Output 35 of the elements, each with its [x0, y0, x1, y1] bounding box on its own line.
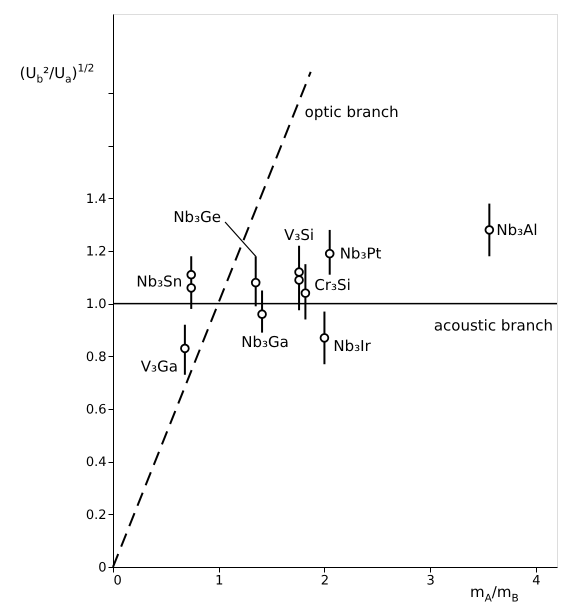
point: [180, 344, 190, 354]
x-tick-label: 1: [215, 574, 224, 588]
x-tick-label: 2: [320, 574, 330, 588]
x-tick-label: 3: [426, 574, 435, 588]
annotation: Nb₃Ir: [333, 336, 372, 355]
point: [250, 278, 260, 288]
x-tick-label: 0: [114, 574, 122, 588]
point: [484, 225, 494, 235]
series-label: optic branch: [304, 102, 399, 121]
y-tick-label: 0.8: [86, 350, 106, 365]
point: [294, 275, 304, 285]
annotation: Nb₃Sn: [136, 272, 182, 290]
point: [320, 333, 330, 343]
y-tick-label: 0.2: [86, 508, 106, 523]
point: [186, 270, 196, 280]
annotation: Nb₃Ga: [241, 333, 289, 352]
point: [186, 283, 196, 293]
ref-line-label: acoustic branch: [434, 316, 553, 335]
y-tick-label: 1.4: [86, 192, 106, 207]
annotation: V₃Si: [284, 226, 314, 244]
y-tick-label: 1.2: [86, 244, 106, 260]
point: [324, 248, 334, 258]
annotation: Nb₃Ge: [173, 208, 221, 226]
annotation: Cr₃Si: [314, 276, 351, 294]
point: [294, 267, 304, 277]
annotation: Nb₃Al: [496, 220, 538, 239]
point: [300, 288, 310, 298]
x-tick-label: 4: [532, 574, 540, 588]
y-tick-label: 0: [98, 560, 106, 576]
annotation: Nb₃Pt: [340, 244, 382, 263]
y-tick-label: 0.4: [86, 455, 106, 470]
y-tick-label: 0.6: [86, 402, 106, 418]
point: [257, 309, 267, 319]
y-tick-label: 1.0: [86, 297, 106, 312]
annotation: V₃Ga: [140, 357, 178, 376]
